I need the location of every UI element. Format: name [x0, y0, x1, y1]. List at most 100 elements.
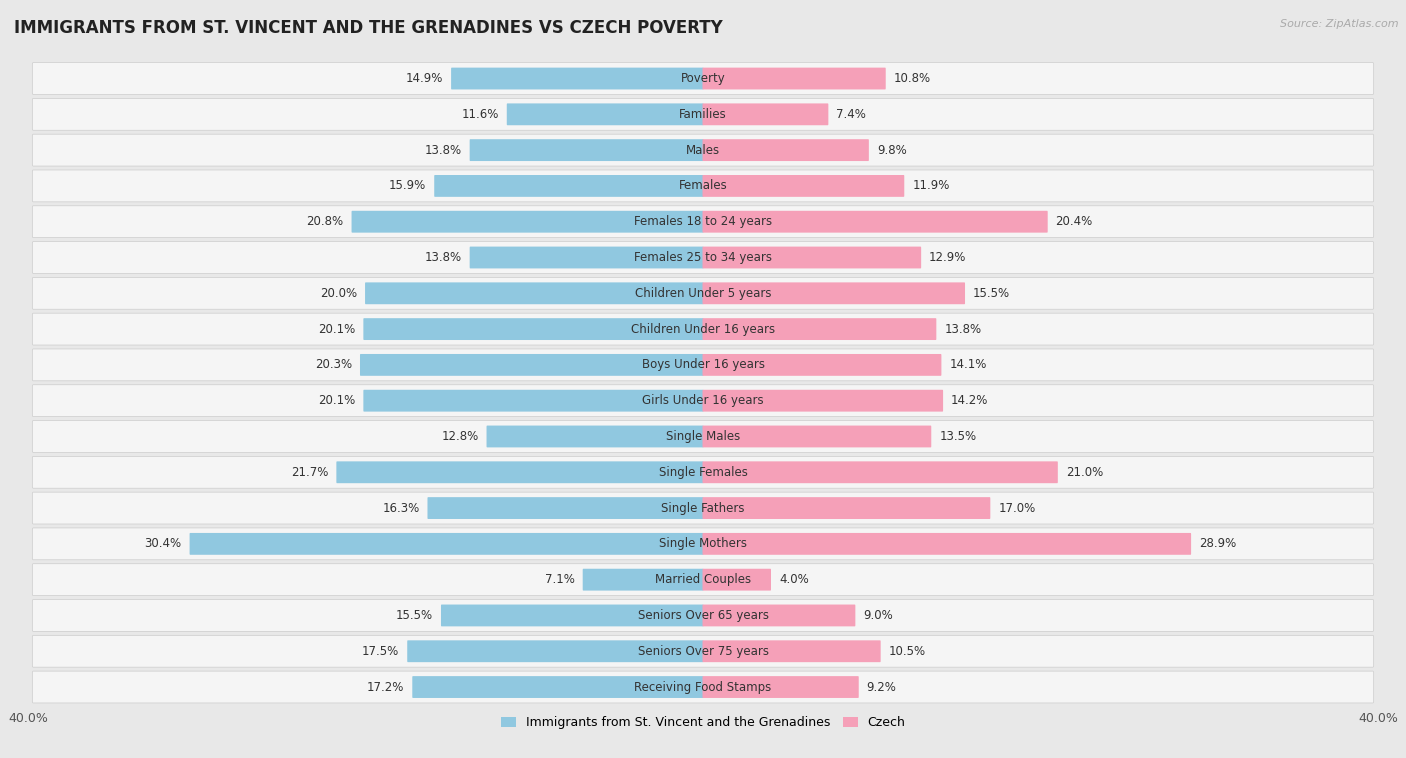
Text: 20.1%: 20.1% [318, 394, 356, 407]
FancyBboxPatch shape [190, 533, 703, 555]
FancyBboxPatch shape [32, 421, 1374, 453]
Text: Poverty: Poverty [681, 72, 725, 85]
FancyBboxPatch shape [32, 63, 1374, 95]
Text: 7.4%: 7.4% [837, 108, 866, 121]
Text: 17.0%: 17.0% [998, 502, 1035, 515]
Text: 14.1%: 14.1% [949, 359, 987, 371]
FancyBboxPatch shape [352, 211, 703, 233]
FancyBboxPatch shape [703, 67, 886, 89]
Text: IMMIGRANTS FROM ST. VINCENT AND THE GRENADINES VS CZECH POVERTY: IMMIGRANTS FROM ST. VINCENT AND THE GREN… [14, 19, 723, 37]
Text: 9.2%: 9.2% [866, 681, 897, 694]
Text: Females 25 to 34 years: Females 25 to 34 years [634, 251, 772, 264]
FancyBboxPatch shape [427, 497, 703, 519]
Legend: Immigrants from St. Vincent and the Grenadines, Czech: Immigrants from St. Vincent and the Gren… [496, 711, 910, 735]
Text: 10.8%: 10.8% [894, 72, 931, 85]
FancyBboxPatch shape [703, 533, 1191, 555]
FancyBboxPatch shape [32, 385, 1374, 417]
Text: 13.8%: 13.8% [425, 143, 461, 157]
FancyBboxPatch shape [703, 318, 936, 340]
FancyBboxPatch shape [582, 568, 703, 590]
FancyBboxPatch shape [363, 318, 703, 340]
FancyBboxPatch shape [32, 134, 1374, 166]
Text: Single Males: Single Males [666, 430, 740, 443]
FancyBboxPatch shape [32, 349, 1374, 381]
FancyBboxPatch shape [366, 283, 703, 304]
FancyBboxPatch shape [486, 425, 703, 447]
FancyBboxPatch shape [703, 641, 880, 662]
Text: 20.3%: 20.3% [315, 359, 352, 371]
Text: 4.0%: 4.0% [779, 573, 808, 586]
Text: Single Mothers: Single Mothers [659, 537, 747, 550]
FancyBboxPatch shape [32, 671, 1374, 703]
FancyBboxPatch shape [703, 139, 869, 161]
Text: 15.5%: 15.5% [396, 609, 433, 622]
Text: 20.4%: 20.4% [1056, 215, 1092, 228]
FancyBboxPatch shape [363, 390, 703, 412]
Text: 17.5%: 17.5% [363, 645, 399, 658]
FancyBboxPatch shape [703, 676, 859, 698]
Text: Single Fathers: Single Fathers [661, 502, 745, 515]
Text: 7.1%: 7.1% [546, 573, 575, 586]
Text: Seniors Over 75 years: Seniors Over 75 years [637, 645, 769, 658]
FancyBboxPatch shape [32, 635, 1374, 667]
Text: Single Females: Single Females [658, 465, 748, 479]
FancyBboxPatch shape [412, 676, 703, 698]
Text: Children Under 16 years: Children Under 16 years [631, 323, 775, 336]
Text: 13.8%: 13.8% [425, 251, 461, 264]
Text: 13.8%: 13.8% [945, 323, 981, 336]
Text: 28.9%: 28.9% [1199, 537, 1236, 550]
FancyBboxPatch shape [434, 175, 703, 197]
Text: 11.9%: 11.9% [912, 180, 949, 193]
Text: 11.6%: 11.6% [461, 108, 499, 121]
Text: 15.5%: 15.5% [973, 287, 1010, 300]
Text: 17.2%: 17.2% [367, 681, 405, 694]
FancyBboxPatch shape [32, 242, 1374, 274]
Text: 21.7%: 21.7% [291, 465, 329, 479]
FancyBboxPatch shape [703, 175, 904, 197]
FancyBboxPatch shape [32, 528, 1374, 560]
Text: Families: Families [679, 108, 727, 121]
Text: 30.4%: 30.4% [145, 537, 181, 550]
FancyBboxPatch shape [703, 497, 990, 519]
Text: 20.0%: 20.0% [321, 287, 357, 300]
Text: Females: Females [679, 180, 727, 193]
FancyBboxPatch shape [32, 277, 1374, 309]
FancyBboxPatch shape [32, 492, 1374, 524]
FancyBboxPatch shape [32, 205, 1374, 238]
FancyBboxPatch shape [703, 211, 1047, 233]
FancyBboxPatch shape [32, 313, 1374, 345]
Text: Females 18 to 24 years: Females 18 to 24 years [634, 215, 772, 228]
Text: Seniors Over 65 years: Seniors Over 65 years [637, 609, 769, 622]
Text: 14.2%: 14.2% [950, 394, 988, 407]
Text: 14.9%: 14.9% [406, 72, 443, 85]
FancyBboxPatch shape [408, 641, 703, 662]
FancyBboxPatch shape [703, 462, 1057, 483]
Text: 10.5%: 10.5% [889, 645, 925, 658]
FancyBboxPatch shape [32, 99, 1374, 130]
Text: Source: ZipAtlas.com: Source: ZipAtlas.com [1281, 19, 1399, 29]
Text: 13.5%: 13.5% [939, 430, 976, 443]
Text: 9.0%: 9.0% [863, 609, 893, 622]
Text: 20.1%: 20.1% [318, 323, 356, 336]
Text: 16.3%: 16.3% [382, 502, 419, 515]
Text: 21.0%: 21.0% [1066, 465, 1102, 479]
FancyBboxPatch shape [470, 246, 703, 268]
Text: 15.9%: 15.9% [389, 180, 426, 193]
FancyBboxPatch shape [470, 139, 703, 161]
Text: 20.8%: 20.8% [307, 215, 343, 228]
FancyBboxPatch shape [703, 605, 855, 626]
FancyBboxPatch shape [703, 354, 942, 376]
FancyBboxPatch shape [32, 456, 1374, 488]
FancyBboxPatch shape [32, 600, 1374, 631]
Text: Girls Under 16 years: Girls Under 16 years [643, 394, 763, 407]
Text: Boys Under 16 years: Boys Under 16 years [641, 359, 765, 371]
FancyBboxPatch shape [360, 354, 703, 376]
FancyBboxPatch shape [703, 568, 770, 590]
FancyBboxPatch shape [703, 246, 921, 268]
FancyBboxPatch shape [703, 390, 943, 412]
Text: 12.9%: 12.9% [929, 251, 966, 264]
Text: Married Couples: Married Couples [655, 573, 751, 586]
Text: 12.8%: 12.8% [441, 430, 478, 443]
FancyBboxPatch shape [441, 605, 703, 626]
FancyBboxPatch shape [32, 564, 1374, 596]
